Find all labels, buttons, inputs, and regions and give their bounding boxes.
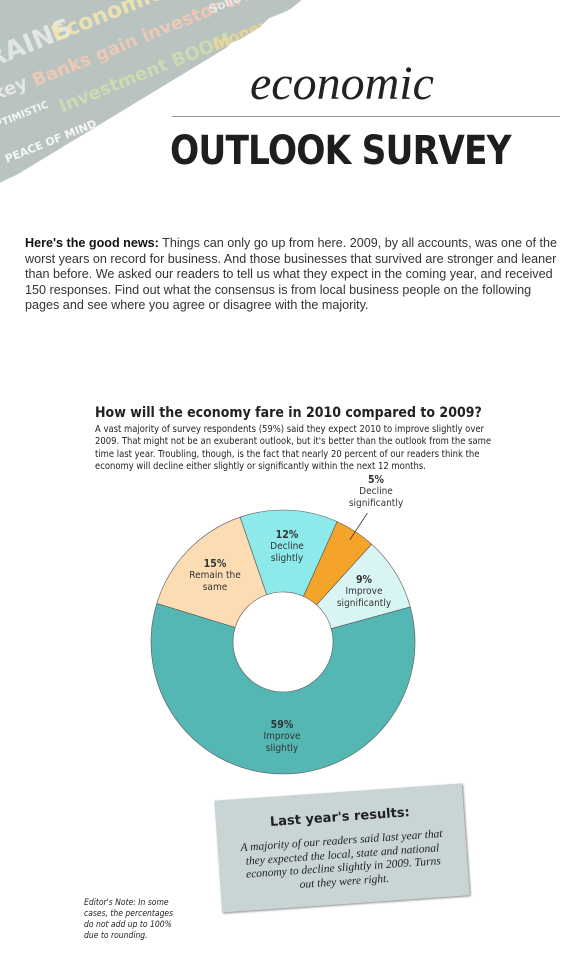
value-label: 59% xyxy=(270,718,293,731)
intro: Here's the good news: Things can only go… xyxy=(25,236,560,314)
category-label: Improve slightly xyxy=(263,730,301,754)
donut-segment xyxy=(150,603,416,775)
callout-body: A majority of our readers said last year… xyxy=(240,827,443,891)
intro-lead: Here's the good news: xyxy=(25,236,159,250)
chart-subtitle: A vast majority of survey respondents (5… xyxy=(95,424,492,473)
donut-segment xyxy=(156,516,268,628)
title-top: economic xyxy=(250,57,434,110)
value-label: 12% xyxy=(275,529,299,542)
category-label: Remain the same xyxy=(188,570,241,593)
chart-title: How will the economy fare in 2010 compar… xyxy=(95,405,482,421)
value-label: 5% xyxy=(368,473,385,486)
editor-note: Editor's Note: In some cases, the percen… xyxy=(84,898,174,941)
category-label: Decline slightly xyxy=(270,541,305,565)
donut-chart xyxy=(150,509,416,775)
intro-body: Things can only go up from here. 2009, b… xyxy=(25,236,557,312)
category-label: Improve significantly xyxy=(336,586,392,610)
torn-edge xyxy=(0,0,307,187)
segment-label: 15% Remain the same xyxy=(180,558,248,594)
segment-label: 9% Improve significantly xyxy=(330,574,398,610)
value-label: 15% xyxy=(203,558,226,570)
leader-line xyxy=(349,512,368,541)
segment-label: 59% Improve slightly xyxy=(247,719,315,755)
callout: Last year's results: A majority of our r… xyxy=(214,783,470,913)
title-main: OUTLOOK SURVEY xyxy=(170,128,512,174)
segment-label: 5% Decline significantly xyxy=(342,474,410,510)
value-label: 9% xyxy=(355,574,372,587)
category-label: Decline significantly xyxy=(348,485,404,509)
segment-label: 12% Decline slightly xyxy=(253,529,321,565)
rule xyxy=(172,116,560,117)
